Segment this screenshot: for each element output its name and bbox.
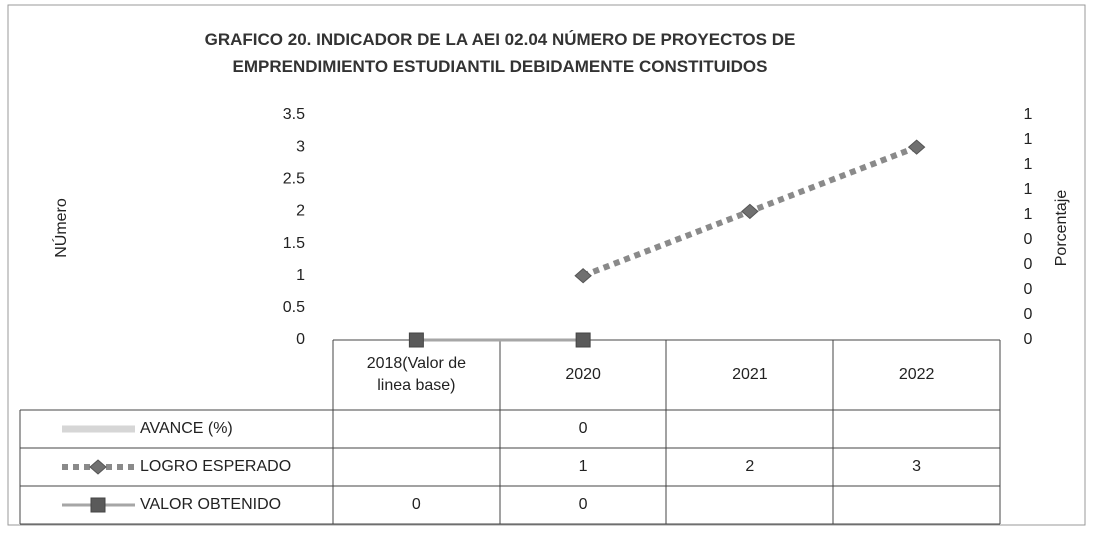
y-axis-title: NÚmero xyxy=(51,198,70,258)
y2-tick-label: 0 xyxy=(1024,306,1033,323)
y-tick-label: 0.5 xyxy=(283,299,305,316)
square-marker xyxy=(408,332,424,348)
diamond-marker xyxy=(89,459,107,475)
diamond-marker xyxy=(741,203,759,220)
y-tick-label: 3 xyxy=(296,138,305,155)
y2-tick-label: 1 xyxy=(1024,131,1033,148)
x-tick-label: 2020 xyxy=(565,366,601,383)
table-value: 0 xyxy=(579,496,588,513)
table-value: 1 xyxy=(579,458,588,475)
diamond-marker xyxy=(574,268,592,284)
x-tick-label: 2022 xyxy=(898,366,935,383)
data-table-grid xyxy=(19,339,1001,525)
y2-axis-title: Porcentaje xyxy=(1053,190,1070,267)
y-tick-label: 1.5 xyxy=(283,235,305,252)
y-tick-label: 3.5 xyxy=(283,106,305,123)
y-tick-label: 2 xyxy=(296,203,305,220)
y2-tick-label: 1 xyxy=(1024,181,1033,198)
table-value: 2 xyxy=(745,458,754,475)
y2-tick-label: 1 xyxy=(1024,206,1033,223)
legend-label: AVANCE (%) xyxy=(140,420,233,437)
square-marker xyxy=(575,332,591,348)
y-tick-label: 0 xyxy=(296,331,305,348)
legend-label: VALOR OBTENIDO xyxy=(140,496,281,513)
table-value: 0 xyxy=(412,496,421,513)
y-tick-label: 2.5 xyxy=(283,171,305,188)
diamond-marker xyxy=(907,139,926,155)
y2-tick-label: 0 xyxy=(1024,231,1033,248)
y2-tick-label: 0 xyxy=(1024,331,1033,348)
table-value: 0 xyxy=(579,420,588,437)
x-tick-label: 2018(Valor de linea base) xyxy=(366,355,467,394)
square-marker xyxy=(90,497,106,513)
y2-tick-label: 1 xyxy=(1024,156,1033,173)
legend-label: LOGRO ESPERADO xyxy=(140,458,291,475)
y2-tick-label: 1 xyxy=(1024,106,1033,123)
y2-tick-label: 0 xyxy=(1024,256,1033,273)
x-tick-label: 2021 xyxy=(732,366,768,383)
y-tick-label: 1 xyxy=(296,267,305,284)
chart-frame xyxy=(7,4,1086,526)
chart-title: GRAFICO 20. INDICADOR DE LA AEI 02.04 NÚ… xyxy=(204,30,796,76)
y2-tick-label: 0 xyxy=(1024,281,1033,298)
table-value: 3 xyxy=(912,458,921,475)
